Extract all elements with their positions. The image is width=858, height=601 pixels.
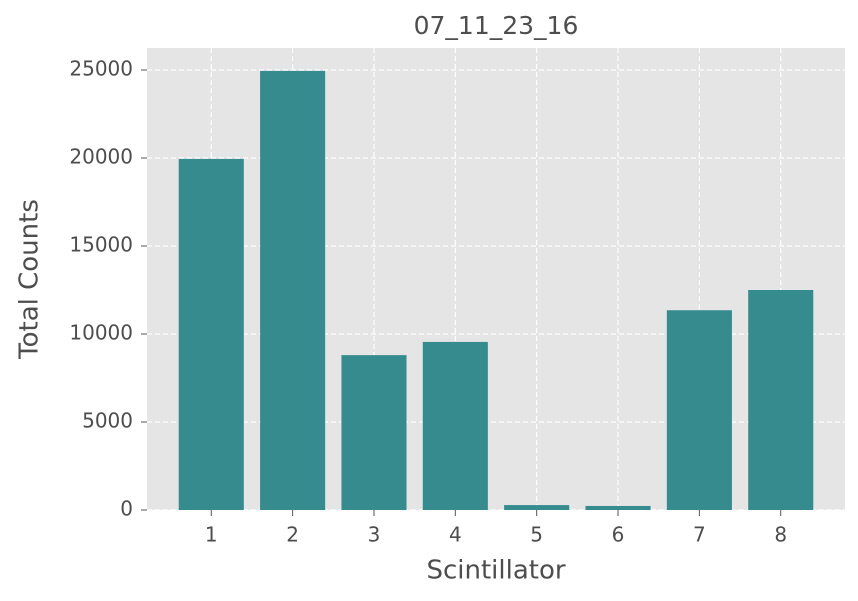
x-tick-label: 5 — [530, 523, 543, 547]
bar — [504, 505, 570, 510]
x-tick-label: 3 — [368, 523, 381, 547]
y-tick-label: 0 — [120, 497, 133, 521]
y-tick-label: 20000 — [69, 145, 133, 169]
y-tick-label: 10000 — [69, 321, 133, 345]
bar — [748, 290, 814, 510]
x-tick-label: 6 — [612, 523, 625, 547]
x-tick-label: 8 — [774, 523, 787, 547]
bar — [422, 341, 488, 510]
bar — [178, 158, 244, 510]
plot-area — [147, 48, 845, 510]
y-tick-label: 15000 — [69, 233, 133, 257]
chart-title: 07_11_23_16 — [414, 11, 579, 40]
x-tick-label: 4 — [449, 523, 462, 547]
bar — [585, 505, 651, 510]
bar — [260, 70, 326, 510]
x-tick-label: 2 — [286, 523, 299, 547]
y-tick-label: 25000 — [69, 57, 133, 81]
bar — [666, 310, 732, 510]
x-tick-label: 1 — [205, 523, 218, 547]
y-axis-label: Total Counts — [15, 199, 45, 360]
x-tick-label: 7 — [693, 523, 706, 547]
bar — [341, 355, 407, 510]
y-tick-label: 5000 — [82, 409, 133, 433]
x-axis-label: Scintillator — [426, 556, 565, 586]
